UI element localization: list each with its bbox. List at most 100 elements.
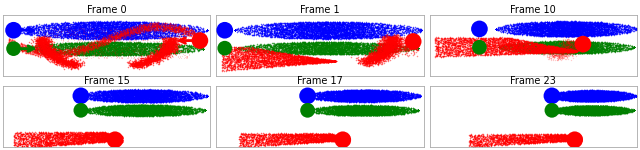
Point [153,105,163,107]
Point [312,93,322,95]
Point [184,47,194,49]
Point [265,140,275,142]
Point [358,94,369,96]
Point [483,45,493,47]
Point [399,30,410,32]
Point [105,24,115,26]
Point [184,112,195,114]
Point [625,97,636,99]
Point [415,95,426,97]
Point [311,140,321,143]
Point [504,46,515,49]
Point [447,47,457,49]
Point [51,144,61,147]
Point [588,90,598,92]
Point [40,45,50,47]
Point [562,44,572,47]
Point [589,52,600,54]
Point [372,22,382,24]
Point [202,95,212,97]
Point [127,99,137,101]
Point [584,22,594,25]
Point [299,37,309,39]
Point [41,41,51,43]
Point [240,49,250,52]
Point [350,112,360,114]
Point [328,49,338,51]
Point [132,98,142,101]
Point [356,90,367,92]
Point [629,26,639,29]
Point [127,53,137,55]
Point [100,91,110,93]
Point [323,137,333,139]
Point [147,57,157,59]
Point [31,144,42,146]
Point [268,23,278,26]
Point [354,25,364,27]
Point [549,49,559,52]
Point [367,99,378,101]
Point [567,50,577,52]
Point [65,50,75,52]
Point [49,60,60,62]
Point [293,56,303,59]
Point [217,68,227,71]
Point [116,137,127,139]
Point [86,132,97,135]
Point [31,48,41,50]
Point [490,141,500,143]
Point [105,105,115,108]
Point [252,66,262,68]
Point [135,113,145,116]
Point [127,90,138,93]
Point [267,48,277,51]
Point [228,56,239,59]
Point [237,55,248,57]
Point [178,28,188,30]
Point [332,139,342,141]
Point [156,56,166,58]
Point [307,22,317,25]
Point [72,37,82,39]
Point [148,97,159,99]
Point [597,109,607,111]
Point [600,100,610,102]
Point [137,61,147,64]
Point [163,105,173,107]
Point [610,95,620,97]
Point [108,90,118,92]
Point [125,111,135,114]
Point [79,53,90,55]
Point [586,91,596,94]
Point [368,108,378,111]
Point [172,95,182,98]
Point [328,135,339,138]
Point [85,43,95,46]
Point [614,93,625,96]
Point [534,44,544,46]
Point [93,37,103,40]
Point [40,28,51,31]
Point [68,61,78,63]
Point [289,50,300,53]
Point [35,41,45,43]
Point [301,95,312,97]
Point [292,49,302,51]
Point [348,114,358,116]
Point [303,56,314,58]
Point [330,26,340,28]
Point [349,99,360,102]
Point [326,25,337,27]
Point [356,97,366,99]
Point [352,94,362,97]
Point [358,32,369,34]
Point [381,45,392,47]
Point [145,89,156,91]
Point [368,93,378,96]
Point [146,100,156,102]
Point [240,133,250,135]
Point [367,43,377,46]
Point [335,136,346,138]
Point [156,53,166,55]
